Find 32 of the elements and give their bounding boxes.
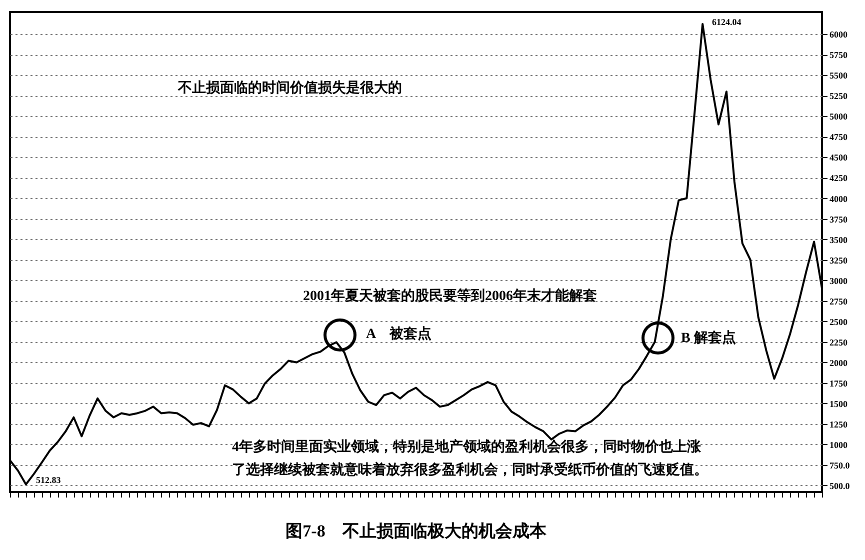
y-tick-label: 5500 [830, 70, 848, 81]
y-tick-label: 2250 [830, 337, 848, 348]
y-tick-label: 2000 [830, 358, 848, 368]
y-tick-label: 1750 [830, 378, 848, 388]
y-tick-label: 4500 [830, 152, 848, 163]
annotation: 4年多时间里面实业领域，特别是地产领域的盈利机会很多，同时物价也上涨 [232, 438, 702, 455]
y-tick-label: 3500 [830, 234, 848, 245]
y-tick-label: 2500 [830, 316, 848, 327]
y-tick-label: 3750 [830, 214, 848, 224]
annotation: 6124.04 [712, 17, 742, 27]
y-tick-label: 2750 [830, 296, 848, 306]
y-tick-label: 4000 [830, 194, 848, 204]
y-tick-label: 6000 [830, 30, 848, 40]
y-tick-label: 4750 [830, 132, 848, 142]
text: 图7-8 不止损面临极大的机会成本 [286, 522, 548, 540]
y-tick-label: 500.0 [830, 480, 850, 491]
y-tick-label: 5000 [830, 112, 848, 122]
y-tick-label: 750.0 [830, 460, 850, 470]
annotation: 2001年夏天被套的股民要等到2006年末才能解套 [303, 287, 597, 304]
annotation: 不止损面临的时间价值损失是很大的 [177, 80, 402, 96]
y-tick-label: 3250 [830, 255, 848, 266]
y-tick-label: 5750 [830, 50, 848, 60]
y-tick-label: 1000 [830, 440, 848, 450]
y-tick-label: 1500 [830, 398, 848, 409]
annotation: B 解套点 [681, 330, 736, 346]
y-tick-label: 5250 [830, 91, 848, 102]
y-tick-label: 3000 [830, 276, 848, 286]
y-tick-label: 4250 [830, 173, 848, 184]
y-tick-label: 1250 [830, 419, 848, 430]
annotation: 512.83 [36, 475, 62, 485]
annotation: 了选择继续被套就意味着放弃很多盈利机会，同时承受纸币价值的飞速贬值。 [232, 461, 708, 478]
annotation: A 被套点 [366, 325, 432, 342]
